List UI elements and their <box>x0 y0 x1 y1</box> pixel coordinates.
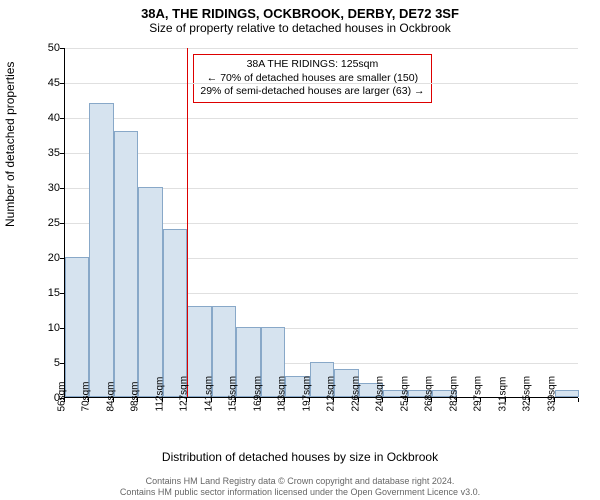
histogram-bar <box>89 103 113 397</box>
y-axis-label: Number of detached properties <box>3 62 17 227</box>
annotation-line3: 29% of semi-detached houses are larger (… <box>200 85 424 99</box>
grid-line <box>65 48 578 49</box>
y-tick-label: 45 <box>30 77 60 89</box>
chart-plot-area: 38A THE RIDINGS: 125sqm ← 70% of detache… <box>64 48 578 398</box>
histogram-bar <box>114 131 138 397</box>
y-tick <box>60 363 64 364</box>
chart-footer: Contains HM Land Registry data © Crown c… <box>0 476 600 498</box>
y-tick-label: 30 <box>30 182 60 194</box>
x-tick <box>578 398 579 402</box>
y-tick-label: 20 <box>30 252 60 264</box>
y-tick-label: 40 <box>30 112 60 124</box>
y-tick-label: 25 <box>30 217 60 229</box>
y-tick <box>60 83 64 84</box>
histogram-bar <box>163 229 187 397</box>
chart-subtitle: Size of property relative to detached ho… <box>0 21 600 39</box>
y-tick-label: 0 <box>30 392 60 404</box>
footer-line1: Contains HM Land Registry data © Crown c… <box>0 476 600 487</box>
y-tick <box>60 293 64 294</box>
property-marker-line <box>187 48 188 397</box>
grid-line <box>65 118 578 119</box>
y-tick-label: 15 <box>30 287 60 299</box>
y-tick-label: 50 <box>30 42 60 54</box>
histogram-bar <box>555 390 579 397</box>
histogram-bar <box>65 257 89 397</box>
y-tick <box>60 258 64 259</box>
y-tick <box>60 118 64 119</box>
y-tick <box>60 223 64 224</box>
y-tick <box>60 328 64 329</box>
histogram-bar <box>138 187 162 397</box>
chart-title: 38A, THE RIDINGS, OCKBROOK, DERBY, DE72 … <box>0 0 600 21</box>
y-tick-label: 10 <box>30 322 60 334</box>
grid-line <box>65 83 578 84</box>
annotation-line1: 38A THE RIDINGS: 125sqm <box>200 58 424 72</box>
x-axis-label: Distribution of detached houses by size … <box>0 450 600 464</box>
y-tick <box>60 153 64 154</box>
y-tick <box>60 48 64 49</box>
y-tick-label: 35 <box>30 147 60 159</box>
y-tick-label: 5 <box>30 357 60 369</box>
marker-annotation: 38A THE RIDINGS: 125sqm ← 70% of detache… <box>193 54 431 103</box>
y-tick <box>60 188 64 189</box>
footer-line2: Contains HM public sector information li… <box>0 487 600 498</box>
grid-line <box>65 153 578 154</box>
